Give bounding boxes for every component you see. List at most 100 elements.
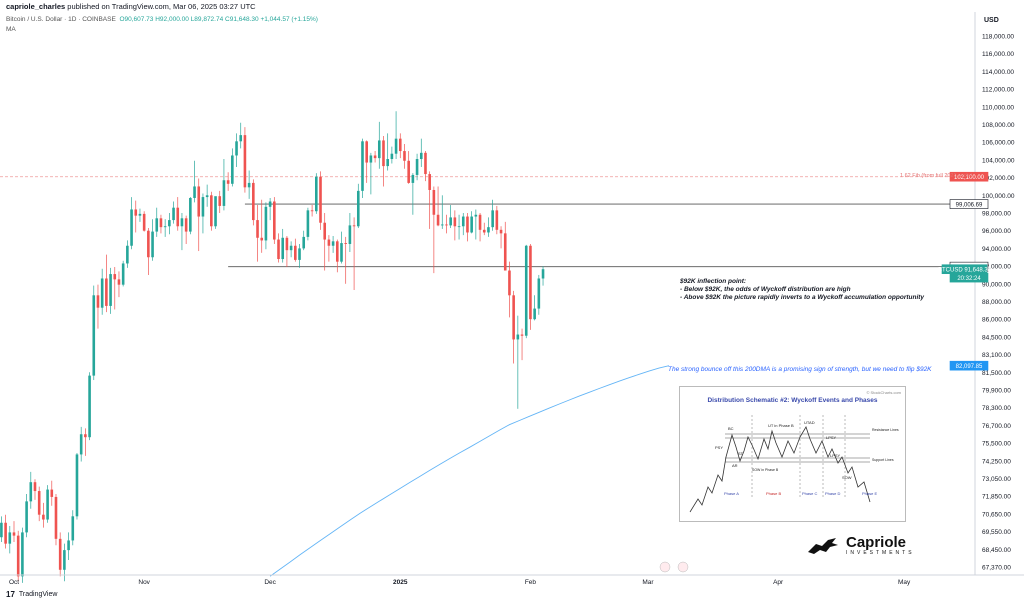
candle[interactable] <box>92 285 96 381</box>
candle[interactable] <box>79 426 83 462</box>
candle[interactable] <box>193 160 196 203</box>
candle[interactable] <box>4 514 7 549</box>
candle[interactable] <box>268 197 272 221</box>
candle[interactable] <box>390 146 394 164</box>
candle[interactable] <box>226 172 230 191</box>
candle[interactable] <box>482 222 486 236</box>
candle[interactable] <box>529 243 532 330</box>
candle[interactable] <box>134 200 138 233</box>
candle[interactable] <box>327 235 331 262</box>
candle[interactable] <box>520 328 524 361</box>
candle[interactable] <box>142 211 146 232</box>
candle[interactable] <box>184 215 188 244</box>
indicator-label[interactable]: MA <box>6 26 16 33</box>
candle[interactable] <box>315 173 318 214</box>
candle[interactable] <box>46 485 49 523</box>
candle[interactable] <box>88 372 91 441</box>
candle[interactable] <box>273 197 276 244</box>
candle[interactable] <box>302 230 306 251</box>
candle[interactable] <box>470 211 473 234</box>
candle[interactable] <box>319 171 322 230</box>
candle[interactable] <box>180 213 184 251</box>
candle[interactable] <box>0 516 3 543</box>
candle[interactable] <box>155 207 159 237</box>
candle[interactable] <box>58 532 62 577</box>
candle[interactable] <box>147 228 150 275</box>
candle[interactable] <box>340 231 343 264</box>
candle[interactable] <box>222 159 226 211</box>
candle[interactable] <box>323 213 327 271</box>
candle[interactable] <box>29 471 33 509</box>
candle[interactable] <box>537 274 541 315</box>
candle[interactable] <box>294 238 297 262</box>
candle[interactable] <box>252 179 255 226</box>
candle[interactable] <box>210 191 213 231</box>
candle[interactable] <box>12 521 16 543</box>
candle[interactable] <box>168 213 171 235</box>
candle[interactable] <box>310 205 314 217</box>
candle[interactable] <box>33 479 37 500</box>
candle[interactable] <box>403 143 406 169</box>
candle[interactable] <box>172 201 175 224</box>
candle[interactable] <box>121 260 125 287</box>
candle[interactable] <box>260 199 264 253</box>
candle[interactable] <box>16 530 20 582</box>
candle[interactable] <box>508 261 511 318</box>
event-flag-icon[interactable] <box>677 561 689 573</box>
candle[interactable] <box>281 228 285 263</box>
candle[interactable] <box>415 153 419 181</box>
candle[interactable] <box>117 271 121 298</box>
candle[interactable] <box>105 254 108 313</box>
candle[interactable] <box>285 236 289 267</box>
candle[interactable] <box>348 213 352 252</box>
candle[interactable] <box>243 127 247 193</box>
candle[interactable] <box>398 133 402 159</box>
candle[interactable] <box>495 205 499 235</box>
candle[interactable] <box>163 219 167 237</box>
candle[interactable] <box>533 295 536 321</box>
candle[interactable] <box>96 284 100 329</box>
candle[interactable] <box>84 428 87 456</box>
candle[interactable] <box>394 111 398 160</box>
ma-200-line[interactable] <box>269 365 670 577</box>
candle[interactable] <box>159 214 163 234</box>
candle[interactable] <box>113 266 117 310</box>
candle[interactable] <box>436 186 440 227</box>
candle[interactable] <box>8 525 12 554</box>
candle[interactable] <box>247 170 251 199</box>
candle[interactable] <box>440 195 444 229</box>
candle[interactable] <box>75 453 79 520</box>
candle[interactable] <box>37 486 41 522</box>
candle[interactable] <box>63 543 66 582</box>
candle[interactable] <box>377 121 381 169</box>
candle[interactable] <box>306 207 310 241</box>
candle[interactable] <box>449 205 452 229</box>
footer-brand[interactable]: TradingView <box>18 591 58 598</box>
candle[interactable] <box>466 213 469 242</box>
candle[interactable] <box>239 122 243 149</box>
candle[interactable] <box>109 267 112 314</box>
candle[interactable] <box>512 290 515 364</box>
candle[interactable] <box>424 151 427 182</box>
candle[interactable] <box>100 268 104 315</box>
candle[interactable] <box>54 493 58 546</box>
candle[interactable] <box>256 205 259 262</box>
candle[interactable] <box>50 480 54 506</box>
candle[interactable] <box>218 190 222 213</box>
event-flag-icon[interactable] <box>659 561 671 573</box>
candle[interactable] <box>516 315 520 409</box>
candle[interactable] <box>356 183 360 229</box>
candle[interactable] <box>176 197 180 231</box>
candle[interactable] <box>201 193 205 234</box>
author-name[interactable]: capriole_charles <box>6 2 66 11</box>
candle[interactable] <box>42 502 45 528</box>
candle[interactable] <box>361 138 364 198</box>
candle[interactable] <box>235 133 238 167</box>
candle[interactable] <box>478 213 482 242</box>
symbol-name[interactable]: Bitcoin / U.S. Dollar · 1D · COINBASE <box>6 16 116 23</box>
candle[interactable] <box>541 266 545 286</box>
candle[interactable] <box>189 197 192 235</box>
candle[interactable] <box>365 140 368 183</box>
candle[interactable] <box>457 214 461 240</box>
